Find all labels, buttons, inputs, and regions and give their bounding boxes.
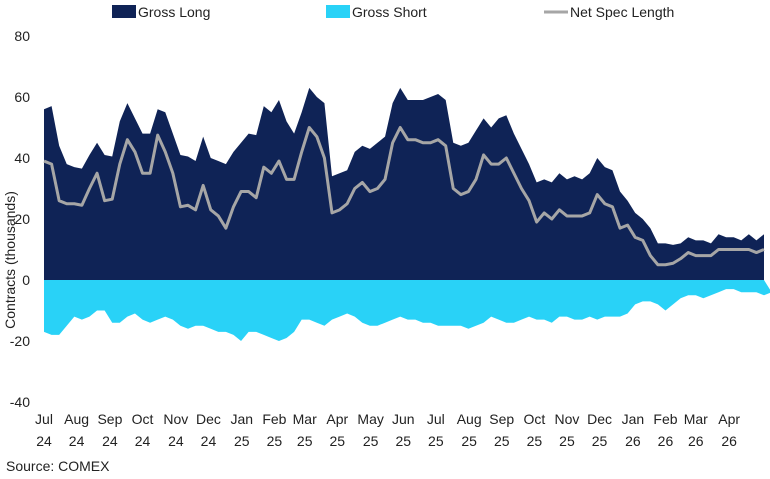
x-tick-month: Oct — [132, 411, 154, 427]
legend-label: Gross Long — [138, 4, 210, 20]
y-tick-label: 40 — [14, 150, 30, 166]
x-tick-month: Nov — [163, 411, 188, 427]
x-tick-year: 25 — [527, 433, 543, 449]
x-tick-year: 26 — [625, 433, 641, 449]
x-tick-year: 24 — [201, 433, 217, 449]
x-tick-month: Apr — [718, 411, 740, 427]
y-tick-label: 0 — [22, 272, 30, 288]
x-tick-month: Jan — [231, 411, 254, 427]
x-tick-year: 24 — [135, 433, 151, 449]
y-axis-title: Contracts (thousands) — [2, 191, 18, 329]
y-tick-label: -20 — [10, 333, 30, 349]
x-tick-month: Jan — [622, 411, 645, 427]
source-note: Source: COMEX — [6, 458, 110, 474]
x-tick-month: Mar — [684, 411, 708, 427]
x-tick-month: Sep — [489, 411, 514, 427]
x-tick-month: Jul — [427, 411, 445, 427]
x-tick-month: May — [357, 411, 383, 427]
x-tick-year: 25 — [267, 433, 283, 449]
legend-swatch — [112, 5, 136, 18]
y-tick-label: 80 — [14, 28, 30, 44]
x-tick-month: Dec — [587, 411, 612, 427]
y-tick-label: -40 — [10, 394, 30, 410]
x-tick-year: 25 — [234, 433, 250, 449]
series-gross-long-area — [44, 87, 764, 280]
x-tick-year: 24 — [36, 433, 52, 449]
x-tick-year: 25 — [330, 433, 346, 449]
x-tick-year: 25 — [363, 433, 379, 449]
legend-label: Net Spec Length — [570, 4, 674, 20]
y-axis: -40 -20 0 20 40 60 80 — [10, 28, 30, 410]
x-tick-month: Aug — [457, 411, 482, 427]
x-tick-year: 24 — [168, 433, 184, 449]
x-tick-month: Oct — [523, 411, 545, 427]
x-tick-year: 25 — [297, 433, 313, 449]
x-tick-year: 24 — [102, 433, 118, 449]
x-tick-year: 25 — [494, 433, 510, 449]
series-net-spec-line — [43, 126, 765, 267]
x-tick-year: 25 — [461, 433, 477, 449]
y-tick-label: 60 — [14, 89, 30, 105]
x-tick-year: 24 — [69, 433, 85, 449]
x-tick-month: Dec — [196, 411, 221, 427]
legend-swatch — [326, 5, 350, 18]
x-tick-month: Sep — [97, 411, 122, 427]
x-tick-year: 25 — [592, 433, 608, 449]
x-tick-year: 25 — [428, 433, 444, 449]
x-tick-year: 25 — [559, 433, 575, 449]
x-tick-year: 25 — [395, 433, 411, 449]
legend: Gross Long Gross Short Net Spec Length — [112, 4, 674, 20]
plot-area — [43, 87, 770, 341]
x-tick-year: 26 — [658, 433, 674, 449]
x-tick-month: Feb — [653, 411, 677, 427]
x-tick-year: 26 — [688, 433, 704, 449]
x-tick-month: Nov — [554, 411, 579, 427]
series-gross-short-area — [44, 280, 770, 341]
x-tick-month: Feb — [262, 411, 286, 427]
x-tick-month: Jun — [392, 411, 415, 427]
x-tick-month: Jul — [35, 411, 53, 427]
x-tick-month: Aug — [64, 411, 89, 427]
y-tick-label: 20 — [14, 211, 30, 227]
x-axis: Jul 24 Aug 24 Sep 24 Oct 24 Nov 24 Dec 24 Jan 25 Feb 25… — [35, 411, 740, 449]
legend-label: Gross Short — [352, 4, 427, 20]
x-tick-month: Mar — [293, 411, 317, 427]
x-tick-year: 26 — [721, 433, 737, 449]
x-tick-month: Apr — [326, 411, 348, 427]
